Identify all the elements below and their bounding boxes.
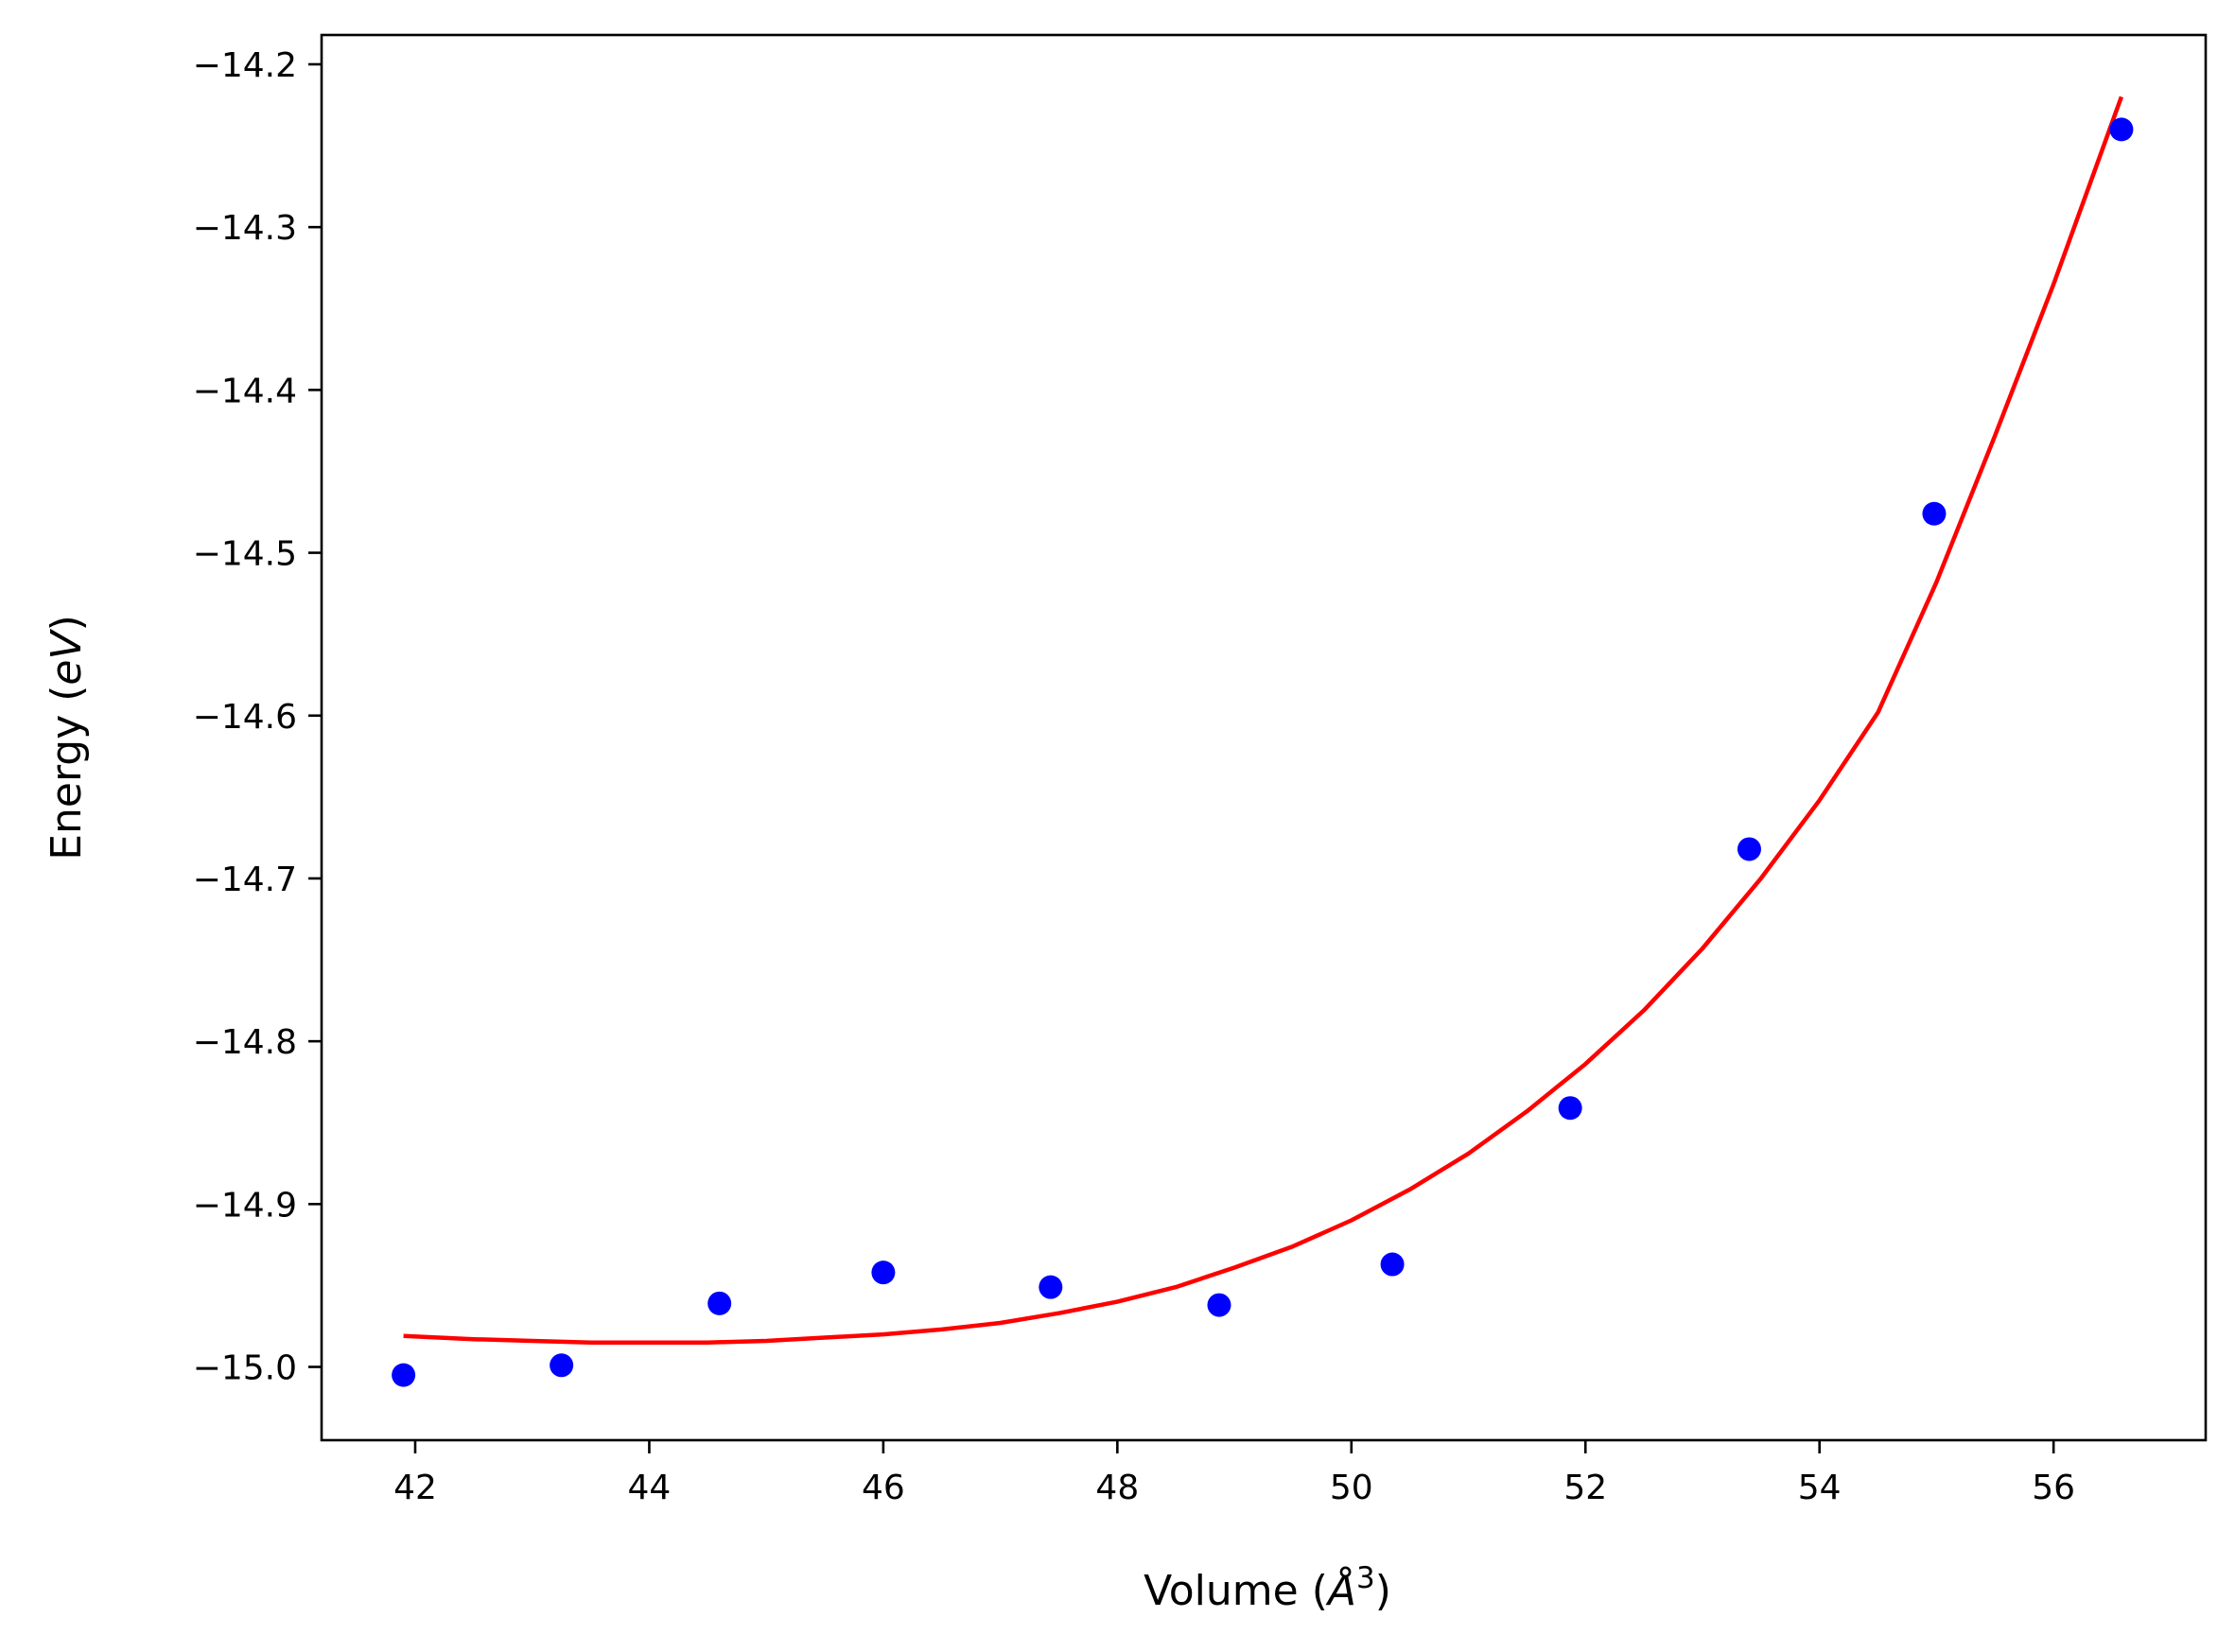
x-axis-label-symbol: Å (1325, 1565, 1356, 1615)
data-point (1558, 1096, 1582, 1121)
x-tick-label: 42 (393, 1469, 437, 1507)
y-tick-label: −14.9 (193, 1186, 297, 1225)
x-axis-ticks: 42 44 46 48 50 52 54 56 (393, 1440, 2075, 1507)
x-tick-label: 48 (1095, 1469, 1139, 1507)
data-point (1039, 1275, 1063, 1299)
data-point (707, 1291, 732, 1315)
y-tick-label: −14.4 (193, 372, 297, 410)
y-axis-ticks: −15.0 −14.9 −14.8 −14.7 −14.6 −14.5 −14.4 −14.3… (193, 46, 322, 1388)
y-axis-label: Energy (eV) (43, 615, 91, 861)
data-point (1207, 1293, 1231, 1317)
data-point (550, 1353, 574, 1378)
data-point (2109, 117, 2134, 142)
y-tick-label: −14.8 (193, 1023, 297, 1062)
y-tick-label: −14.6 (193, 698, 297, 737)
y-tick-label: −14.5 (193, 535, 297, 574)
x-tick-label: 56 (2032, 1469, 2075, 1507)
x-tick-label: 46 (862, 1469, 905, 1507)
x-tick-label: 54 (1798, 1469, 1842, 1507)
x-tick-label: 52 (1563, 1469, 1607, 1507)
plot-series (392, 96, 2134, 1387)
data-point (1922, 501, 1947, 526)
plot-frame (320, 33, 2208, 1442)
y-axis-label-text: Energy ( (43, 686, 91, 861)
y-axis-label-unit: eV (43, 629, 91, 686)
data-point (1737, 837, 1761, 861)
x-axis-label: Volume (Å3) (1144, 1561, 1391, 1615)
x-axis-label-superscript: 3 (1356, 1561, 1375, 1595)
y-tick-label: −14.2 (193, 46, 297, 85)
y-tick-label: −14.7 (193, 861, 297, 899)
x-axis-label-close: ) (1375, 1567, 1391, 1615)
x-tick-label: 44 (628, 1469, 672, 1507)
fit-curve (403, 96, 2124, 1345)
x-axis-label-text: Volume ( (1144, 1567, 1328, 1615)
data-point (1380, 1252, 1405, 1277)
y-tick-label: −15.0 (193, 1349, 297, 1388)
data-point (871, 1261, 896, 1285)
y-tick-label: −14.3 (193, 209, 297, 248)
data-point (392, 1363, 416, 1387)
y-axis-label-close: ) (43, 615, 91, 631)
x-tick-label: 50 (1330, 1469, 1373, 1507)
